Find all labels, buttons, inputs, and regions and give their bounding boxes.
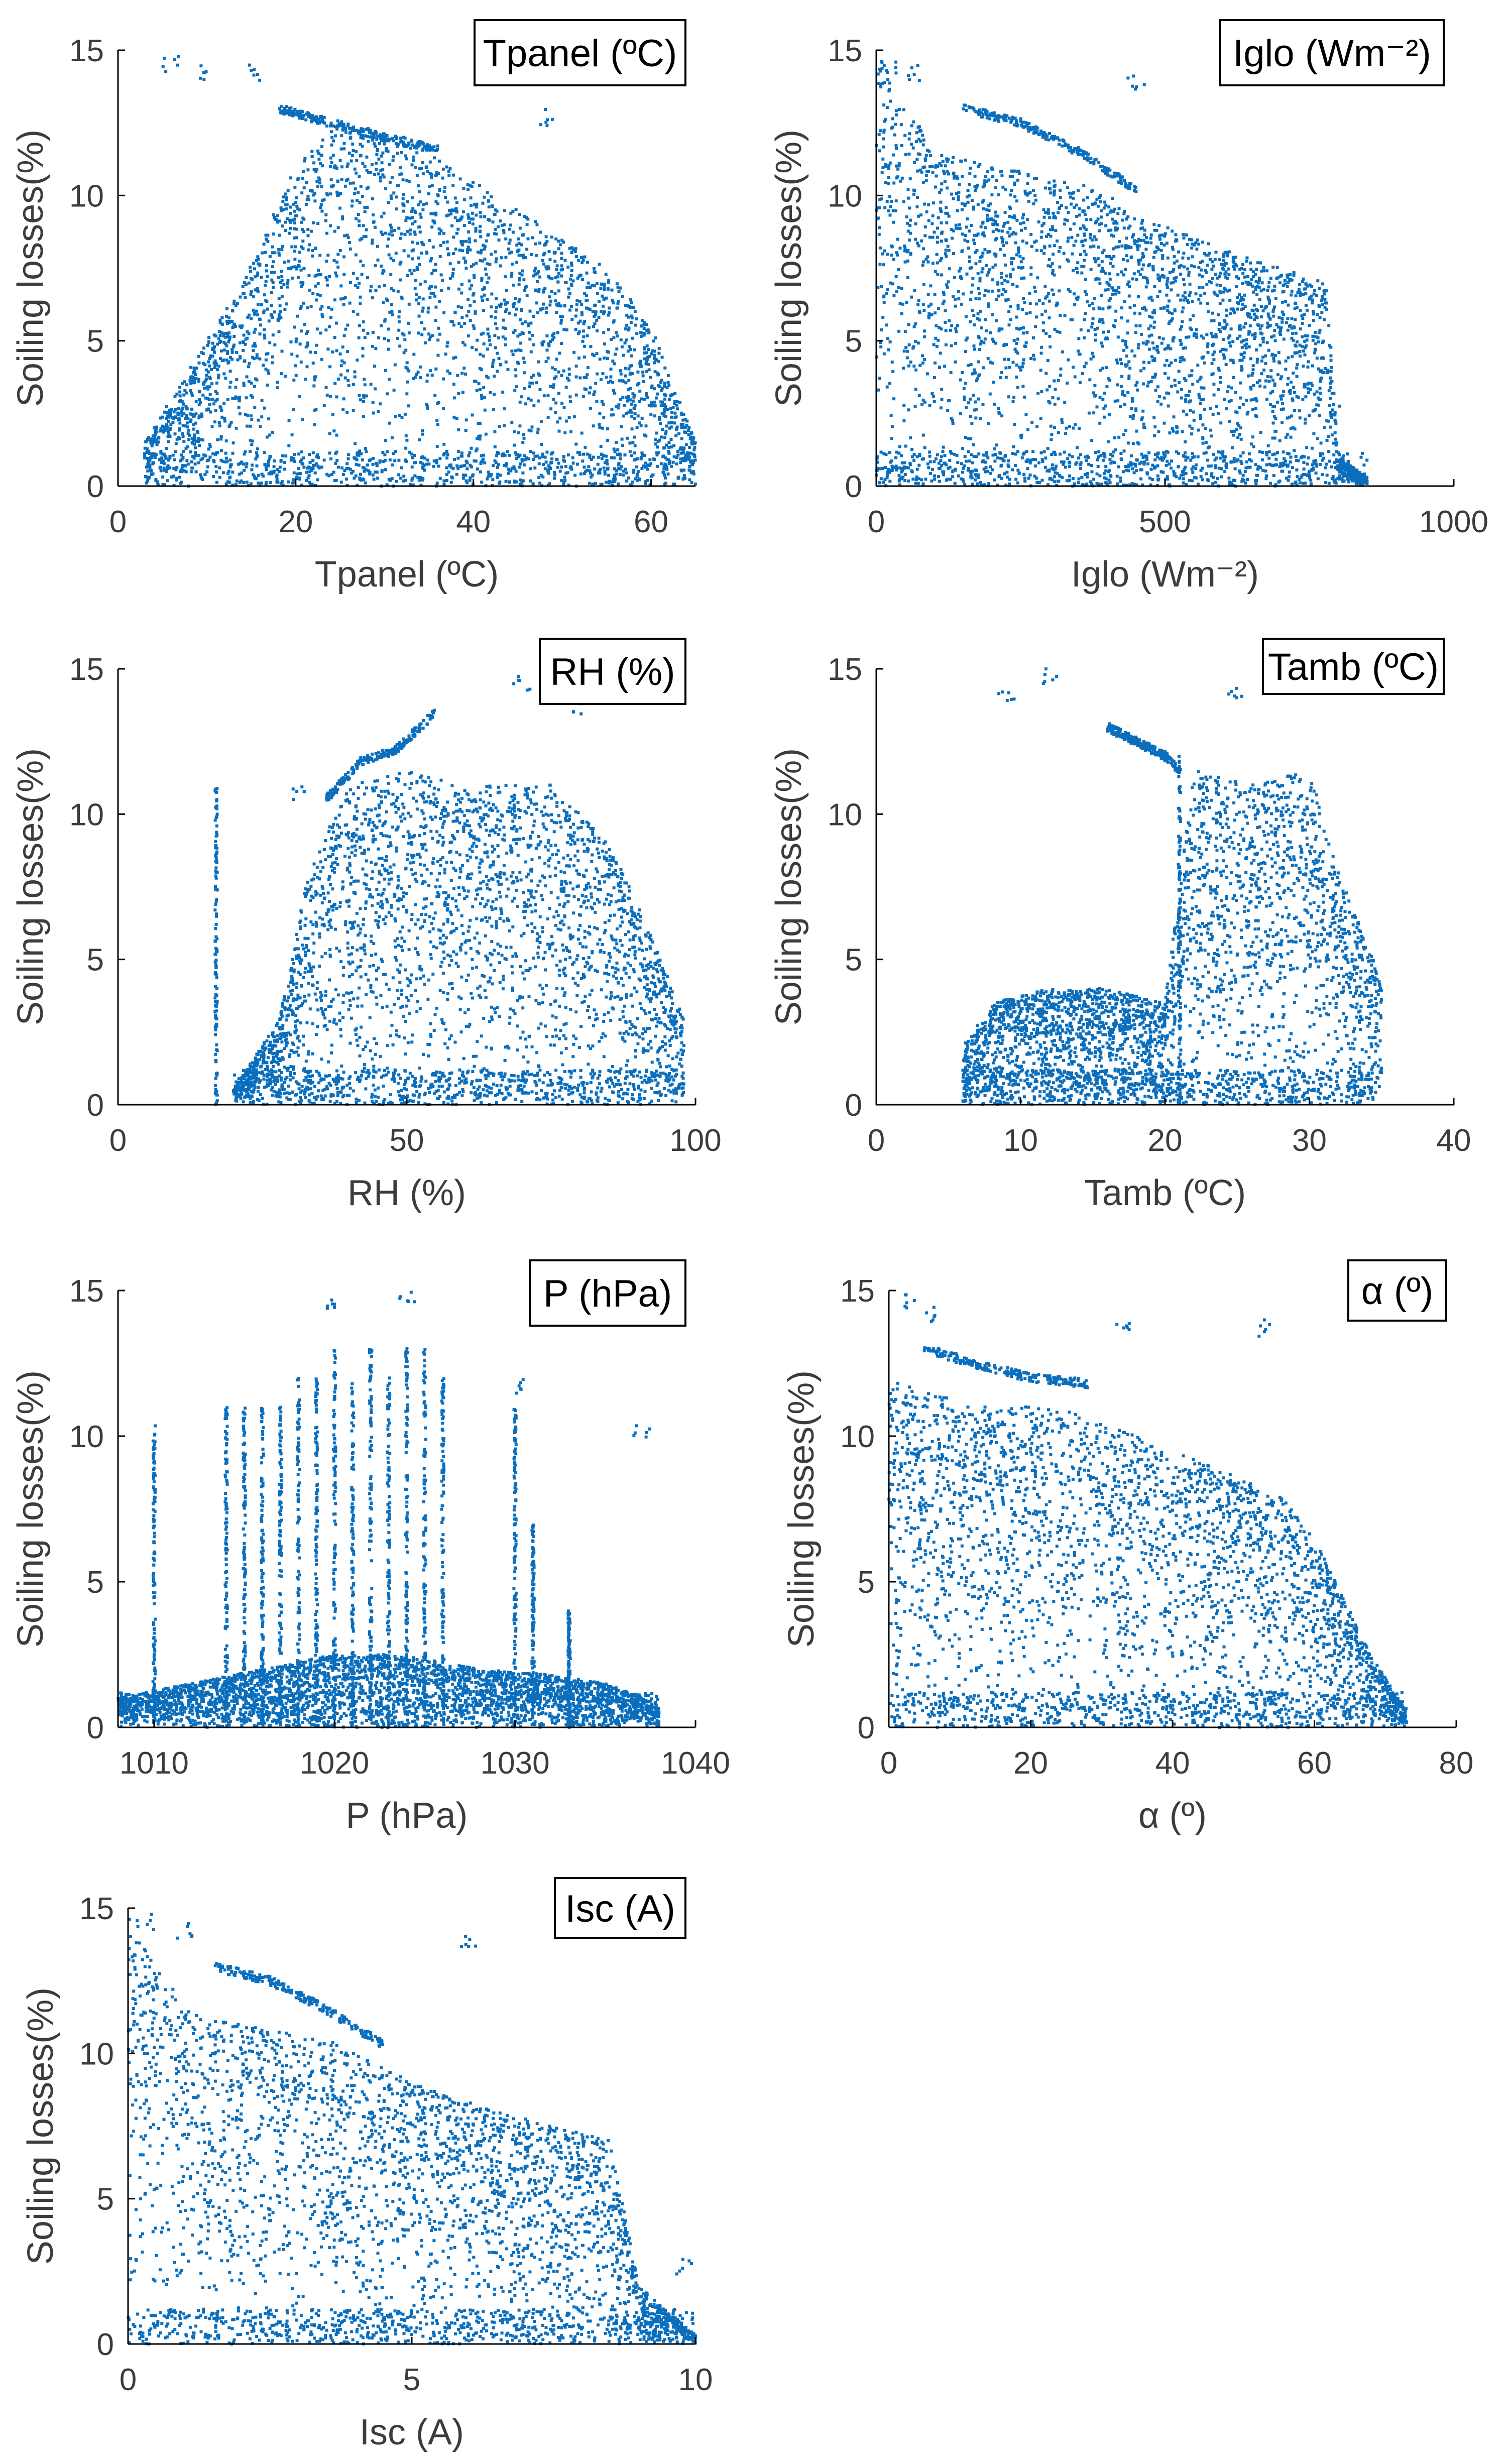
y-axis-title-tamb: Soiling losses(%)	[769, 748, 809, 1025]
x-tick-label-isc: 0	[120, 2363, 137, 2397]
y-tick-label-rh: 15	[69, 652, 104, 687]
y-tick-label-iglo: 5	[845, 324, 862, 359]
scatter-points-p	[117, 1291, 660, 1729]
x-tick-label-iglo: 500	[1139, 505, 1191, 539]
scatter-points-iglo	[875, 60, 1369, 488]
y-tick-label-tpanel: 5	[87, 324, 104, 359]
x-tick-label-p: 1040	[661, 1746, 730, 1781]
y-tick-label-p: 10	[69, 1420, 104, 1454]
y-tick-label-tpanel: 0	[87, 470, 104, 504]
y-tick-label-isc: 0	[97, 2327, 114, 2362]
x-tick-label-alpha: 0	[880, 1746, 897, 1781]
x-tick-label-p: 1010	[120, 1746, 189, 1781]
scatter-points-tamb	[962, 667, 1383, 1106]
x-tick-label-tamb: 30	[1292, 1123, 1327, 1158]
legend-label-isc: Isc (A)	[565, 1888, 675, 1930]
x-axis-title-p: P (hPa)	[346, 1796, 468, 1836]
y-tick-label-alpha: 15	[840, 1274, 875, 1309]
y-tick-label-alpha: 5	[858, 1565, 875, 1600]
x-tick-label-tpanel: 40	[456, 505, 491, 539]
x-axis-title-tpanel: Tpanel (ºC)	[315, 554, 499, 595]
y-tick-label-iglo: 10	[828, 179, 862, 213]
y-tick-label-iglo: 15	[828, 34, 862, 68]
scatter-points-isc	[127, 1913, 697, 2345]
x-tick-label-alpha: 60	[1297, 1746, 1332, 1781]
x-axis-title-tamb: Tamb (ºC)	[1084, 1173, 1246, 1213]
scatter-points-rh	[213, 675, 685, 1106]
y-tick-label-tpanel: 15	[69, 34, 104, 68]
x-axis-title-alpha: α (º)	[1138, 1796, 1207, 1836]
y-axis-title-rh: Soiling losses(%)	[11, 748, 51, 1025]
y-axis-title-p: Soiling losses(%)	[11, 1370, 51, 1648]
panel-p: 1010 1020 1030 1040 0 5 10 15 P (hPa) Soiling los…	[11, 1260, 730, 1836]
x-tick-label-alpha: 40	[1155, 1746, 1190, 1781]
legend-label-rh: RH (%)	[550, 651, 675, 693]
y-axis-title-tpanel: Soiling losses(%)	[11, 130, 51, 407]
scatter-points-alpha	[887, 1294, 1408, 1729]
x-tick-label-rh: 100	[669, 1123, 721, 1158]
y-tick-label-rh: 5	[87, 943, 104, 978]
x-tick-label-tpanel: 20	[278, 505, 313, 539]
x-tick-label-isc: 5	[403, 2363, 420, 2397]
panel-alpha: 0 20 40 60 80 0 5 10 15 α (º) Soiling losses(%) α (…	[781, 1260, 1473, 1836]
scatter-points-tpanel	[143, 55, 697, 488]
x-tick-label-tpanel: 0	[109, 505, 127, 539]
legend-label-tamb: Tamb (ºC)	[1268, 646, 1439, 688]
y-tick-label-rh: 0	[87, 1088, 104, 1123]
x-tick-label-rh: 0	[109, 1123, 127, 1158]
y-tick-label-p: 5	[87, 1565, 104, 1600]
legend-label-alpha: α (º)	[1361, 1270, 1433, 1313]
y-tick-label-tamb: 0	[845, 1088, 862, 1123]
y-axis-title-iglo: Soiling losses(%)	[769, 130, 809, 407]
y-tick-label-rh: 10	[69, 797, 104, 832]
panel-isc: 0 5 10 0 5 10 15 Isc (A) Soiling losses(%) Isc (A…	[21, 1878, 713, 2452]
panel-iglo: 0 500 1000 0 5 10 15 Iglo (Wm⁻²) Soiling losses(…	[769, 20, 1488, 595]
y-tick-label-tamb: 15	[828, 652, 862, 687]
y-tick-label-tamb: 10	[828, 797, 862, 832]
y-tick-label-tpanel: 10	[69, 179, 104, 213]
panel-rh: 0 50 100 0 5 10 15 RH (%) Soiling losses(%) RH (%…	[11, 639, 722, 1213]
y-tick-label-iglo: 0	[845, 470, 862, 504]
x-axis-title-rh: RH (%)	[347, 1173, 466, 1213]
x-tick-label-rh: 50	[390, 1123, 424, 1158]
x-tick-label-tpanel: 60	[634, 505, 668, 539]
y-tick-label-alpha: 0	[858, 1711, 875, 1745]
y-tick-label-isc: 10	[79, 2037, 114, 2071]
y-tick-label-alpha: 10	[840, 1420, 875, 1454]
x-tick-label-p: 1030	[481, 1746, 550, 1781]
x-tick-label-tamb: 0	[868, 1123, 885, 1158]
y-tick-label-isc: 15	[79, 1892, 114, 1926]
panel-tpanel: 0 20 40 60 0 5 10 15 Tpanel (ºC) Soiling losses(%…	[11, 20, 697, 595]
y-tick-label-isc: 5	[97, 2182, 114, 2217]
y-axis-title-isc: Soiling losses(%)	[21, 1987, 61, 2265]
y-tick-label-p: 15	[69, 1274, 104, 1309]
legend-label-p: P (hPa)	[543, 1272, 672, 1315]
y-axis-title-alpha: Soiling losses(%)	[781, 1370, 822, 1648]
x-tick-label-iglo: 1000	[1419, 505, 1488, 539]
y-tick-label-p: 0	[87, 1711, 104, 1745]
x-tick-label-tamb: 20	[1148, 1123, 1183, 1158]
panel-tamb: 0 10 20 30 40 0 5 10 15 Tamb (ºC) Soiling losses(%…	[769, 639, 1471, 1213]
x-axis-title-isc: Isc (A)	[360, 2412, 464, 2452]
y-tick-label-tamb: 5	[845, 943, 862, 978]
legend-label-iglo: Iglo (Wm⁻²)	[1233, 32, 1431, 75]
x-tick-label-iglo: 0	[868, 505, 885, 539]
x-tick-label-alpha: 20	[1013, 1746, 1048, 1781]
x-tick-label-tamb: 10	[1003, 1123, 1038, 1158]
x-tick-label-tamb: 40	[1437, 1123, 1471, 1158]
x-tick-label-isc: 10	[678, 2363, 713, 2397]
x-tick-label-alpha: 80	[1439, 1746, 1474, 1781]
x-axis-title-iglo: Iglo (Wm⁻²)	[1071, 554, 1259, 595]
legend-label-tpanel: Tpanel (ºC)	[483, 32, 677, 75]
x-tick-label-p: 1020	[300, 1746, 369, 1781]
